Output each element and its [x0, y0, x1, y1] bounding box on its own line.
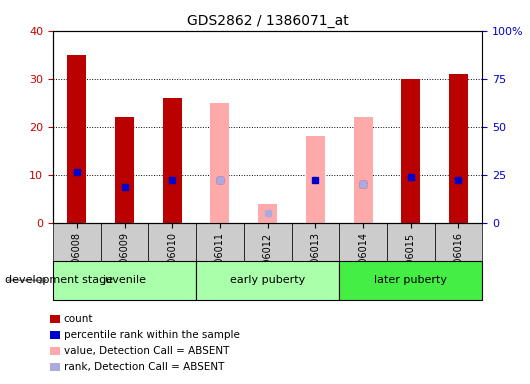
Text: percentile rank within the sample: percentile rank within the sample [64, 330, 240, 340]
Bar [163, 98, 182, 223]
Text: later puberty: later puberty [374, 275, 447, 285]
Title: GDS2862 / 1386071_at: GDS2862 / 1386071_at [187, 14, 349, 28]
Text: value, Detection Call = ABSENT: value, Detection Call = ABSENT [64, 346, 229, 356]
Bar [53, 31, 101, 223]
Text: count: count [64, 314, 93, 324]
Bar [67, 55, 86, 223]
Bar [354, 117, 373, 223]
Text: juvenile: juvenile [102, 275, 147, 285]
FancyBboxPatch shape [196, 261, 339, 300]
Bar [115, 117, 134, 223]
FancyBboxPatch shape [53, 261, 196, 300]
Bar [148, 31, 196, 223]
Bar [101, 31, 148, 223]
Bar [401, 79, 420, 223]
Text: early puberty: early puberty [230, 275, 305, 285]
Bar [339, 31, 387, 223]
Bar [258, 204, 277, 223]
Bar [244, 31, 292, 223]
Bar [292, 31, 339, 223]
Bar [449, 74, 468, 223]
FancyBboxPatch shape [339, 261, 482, 300]
Text: rank, Detection Call = ABSENT: rank, Detection Call = ABSENT [64, 362, 224, 372]
Bar [306, 136, 325, 223]
Bar [435, 31, 482, 223]
Text: development stage: development stage [5, 275, 113, 285]
Bar [387, 31, 435, 223]
Bar [196, 31, 244, 223]
Bar [210, 103, 229, 223]
